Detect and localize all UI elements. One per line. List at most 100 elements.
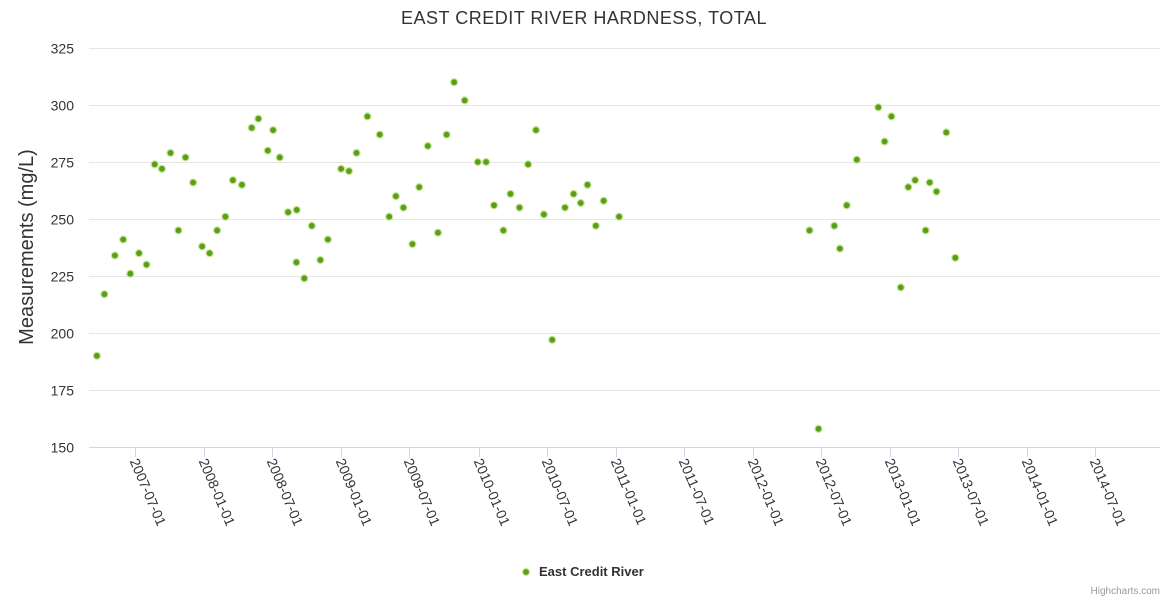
data-point[interactable] (110, 251, 120, 260)
data-point[interactable] (805, 226, 814, 235)
x-tick-label: 2007-07-01 (127, 456, 170, 528)
data-point[interactable] (423, 141, 432, 151)
x-tick-label: 2010-01-01 (471, 456, 514, 528)
data-point[interactable] (363, 112, 372, 121)
data-point[interactable] (134, 249, 144, 258)
data-point[interactable] (591, 221, 600, 230)
data-point[interactable] (100, 290, 109, 299)
data-point[interactable] (408, 240, 417, 249)
data-point[interactable] (247, 123, 256, 132)
data-point[interactable] (814, 424, 823, 433)
data-point[interactable] (880, 137, 889, 146)
x-tick-label: 2012-07-01 (813, 456, 856, 528)
y-tick-label: 150 (51, 440, 75, 456)
data-point[interactable] (910, 176, 920, 185)
grid (89, 48, 1160, 391)
data-point[interactable] (921, 226, 930, 235)
data-point[interactable] (583, 180, 592, 189)
data-point[interactable] (92, 351, 102, 360)
data-point[interactable] (198, 242, 207, 251)
x-tick-label: 2011-07-01 (676, 456, 718, 527)
data-point[interactable] (874, 103, 883, 112)
x-tick-label: 2009-01-01 (333, 456, 376, 528)
data-point[interactable] (221, 212, 230, 221)
x-tick-label: 2014-07-01 (1087, 456, 1130, 528)
data-point[interactable] (442, 130, 451, 139)
data-point[interactable] (174, 226, 183, 235)
data-point[interactable] (460, 96, 469, 105)
data-point[interactable] (887, 112, 896, 121)
data-point[interactable] (942, 128, 951, 137)
y-tick-label: 225 (51, 269, 75, 285)
x-axis-ticks: 2007-07-01 2008-01-01 2008-07-01 2009-01-01… (127, 447, 1130, 528)
data-point[interactable] (205, 249, 214, 258)
data-point[interactable] (599, 196, 608, 205)
data-point[interactable] (300, 274, 309, 283)
y-axis-ticks: 150 175 200 225 250 275 300 325 (51, 41, 75, 456)
data-point[interactable] (499, 226, 508, 235)
data-point[interactable] (157, 164, 166, 173)
data-point[interactable] (213, 226, 222, 235)
data-point[interactable] (614, 212, 624, 221)
data-point[interactable] (352, 148, 361, 157)
data-point[interactable] (560, 203, 570, 212)
data-point[interactable] (433, 228, 443, 237)
credits-link[interactable]: Highcharts.com (1091, 586, 1160, 597)
data-point[interactable] (292, 205, 301, 214)
data-point[interactable] (951, 253, 960, 262)
data-point[interactable] (316, 255, 325, 265)
data-point[interactable] (835, 244, 845, 253)
data-point[interactable] (126, 269, 135, 278)
data-point[interactable] (337, 164, 346, 173)
data-point[interactable] (531, 126, 541, 135)
data-point[interactable] (473, 157, 482, 167)
data-point[interactable] (842, 201, 851, 210)
x-tick-label: 2008-01-01 (196, 456, 239, 528)
data-point[interactable] (119, 235, 128, 244)
data-point[interactable] (415, 183, 424, 192)
legend[interactable]: East Credit River (521, 564, 644, 579)
data-point[interactable] (181, 153, 190, 162)
data-point[interactable] (275, 153, 284, 162)
data-point[interactable] (506, 189, 515, 198)
data-point[interactable] (189, 178, 198, 187)
data-point[interactable] (548, 335, 557, 344)
data-point[interactable] (375, 130, 384, 139)
data-point[interactable] (904, 183, 913, 192)
data-point[interactable] (254, 114, 263, 123)
data-point[interactable] (323, 235, 332, 244)
data-point[interactable] (344, 167, 354, 176)
data-point[interactable] (830, 221, 839, 230)
data-point[interactable] (932, 187, 941, 196)
data-point[interactable] (576, 198, 585, 208)
data-point[interactable] (399, 203, 408, 212)
x-tick-label: 2014-01-01 (1019, 456, 1062, 528)
data-point[interactable] (896, 283, 905, 292)
x-tick-label: 2013-01-01 (882, 456, 925, 528)
data-point[interactable] (489, 201, 499, 210)
data-point[interactable] (482, 157, 491, 167)
y-tick-label: 250 (51, 212, 75, 228)
data-point[interactable] (450, 78, 459, 87)
data-point[interactable] (228, 176, 237, 185)
data-point[interactable] (307, 221, 316, 230)
data-point[interactable] (385, 212, 394, 221)
data-point[interactable] (237, 180, 246, 189)
x-tick-label: 2012-01-01 (745, 456, 788, 528)
y-tick-label: 325 (51, 41, 75, 57)
data-point[interactable] (292, 258, 301, 267)
data-point[interactable] (269, 126, 278, 135)
data-point[interactable] (263, 146, 272, 155)
data-point[interactable] (515, 203, 524, 212)
data-point[interactable] (150, 160, 159, 169)
data-point[interactable] (391, 192, 400, 201)
data-point[interactable] (284, 208, 293, 217)
data-point[interactable] (569, 189, 578, 198)
data-point[interactable] (142, 260, 151, 269)
data-point[interactable] (539, 210, 549, 219)
data-point[interactable] (925, 178, 934, 187)
data-point[interactable] (523, 160, 533, 169)
data-point[interactable] (166, 148, 175, 157)
data-point[interactable] (852, 155, 861, 164)
